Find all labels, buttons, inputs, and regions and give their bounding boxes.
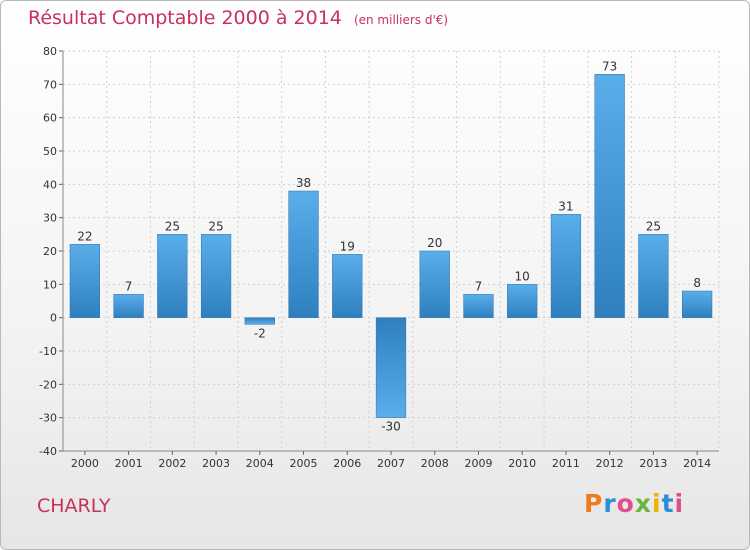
data-label: 7 xyxy=(475,279,483,293)
bar-2014 xyxy=(682,290,713,318)
x-tick-label: 2000 xyxy=(71,457,99,470)
x-tick-label: 2011 xyxy=(552,457,580,470)
bar-2012 xyxy=(594,74,625,318)
data-label: 19 xyxy=(340,239,355,253)
bar-2011 xyxy=(550,214,582,318)
logo-letter: x xyxy=(634,489,652,518)
bar-2001 xyxy=(113,294,144,318)
y-tick-label: 10 xyxy=(43,278,57,291)
logo-letter: t xyxy=(661,489,675,518)
logo-letter: P xyxy=(584,489,604,518)
bar-2008 xyxy=(419,250,450,318)
data-label: 10 xyxy=(515,269,530,283)
data-label: 31 xyxy=(558,199,573,213)
data-label: 25 xyxy=(165,219,180,233)
chart-title-text: Résultat Comptable 2000 à 2014 xyxy=(28,7,342,29)
y-tick-label: 0 xyxy=(50,312,57,325)
y-tick-label: 40 xyxy=(43,178,57,191)
x-tick-label: 2004 xyxy=(246,457,274,470)
y-tick-label: 20 xyxy=(43,245,57,258)
x-tick-label: 2010 xyxy=(508,457,536,470)
y-tick-label: -30 xyxy=(39,412,57,425)
data-label: 25 xyxy=(208,219,223,233)
data-label: 22 xyxy=(77,229,92,243)
bar-2004 xyxy=(244,317,275,325)
y-tick-label: 60 xyxy=(43,112,57,125)
x-tick-label: 2014 xyxy=(683,457,711,470)
bar-2010 xyxy=(507,284,538,318)
logo-letter: r xyxy=(603,489,617,518)
y-tick-label: 50 xyxy=(43,145,57,158)
bar-2013 xyxy=(638,234,669,318)
bar-2007 xyxy=(375,317,407,418)
y-tick-label: -40 xyxy=(39,445,57,458)
x-tick-label: 2005 xyxy=(290,457,318,470)
x-tick-label: 2003 xyxy=(202,457,230,470)
y-tick-label: -20 xyxy=(39,378,57,391)
data-label: 73 xyxy=(602,59,617,73)
y-tick-label: 30 xyxy=(43,212,57,225)
data-label: -2 xyxy=(254,326,266,340)
logo-letter: i xyxy=(652,489,662,518)
bar-2003 xyxy=(200,234,232,318)
x-tick-label: 2009 xyxy=(464,457,492,470)
logo-letter: i xyxy=(674,489,685,518)
y-tick-label: 80 xyxy=(43,45,57,58)
logo-letter: o xyxy=(616,489,635,518)
data-labels: 22 7 25 25 -2 38 19 -30 20 7 10 31 73 25 8 xyxy=(77,59,701,433)
bar-2002 xyxy=(157,234,188,318)
data-label: 8 xyxy=(693,276,701,290)
chart-title: Résultat Comptable 2000 à 2014 (en milli… xyxy=(28,7,448,29)
x-tick-label: 2006 xyxy=(333,457,361,470)
x-tick-label: 2013 xyxy=(639,457,667,470)
commune-name: CHARLY xyxy=(37,495,111,517)
data-label: 7 xyxy=(125,279,133,293)
x-tick-label: 2008 xyxy=(421,457,449,470)
bar-2006 xyxy=(332,254,363,318)
bars xyxy=(69,74,713,418)
data-label: 25 xyxy=(646,219,661,233)
proxiti-logo: Proxiti xyxy=(584,489,684,518)
chart-unit: (en milliers d'€) xyxy=(353,13,449,27)
bar-2005 xyxy=(288,190,319,318)
data-label: 38 xyxy=(296,176,311,190)
x-tick-label: 2012 xyxy=(596,457,624,470)
x-tick-label: 2001 xyxy=(115,457,143,470)
data-label: -30 xyxy=(381,420,401,434)
bar-2000 xyxy=(69,244,100,318)
y-tick-label: 70 xyxy=(43,78,57,91)
y-tick-label: -10 xyxy=(39,345,57,358)
data-label: 20 xyxy=(427,236,442,250)
bar-2009 xyxy=(463,294,494,318)
x-tick-label: 2002 xyxy=(158,457,186,470)
x-tick-label: 2007 xyxy=(377,457,405,470)
